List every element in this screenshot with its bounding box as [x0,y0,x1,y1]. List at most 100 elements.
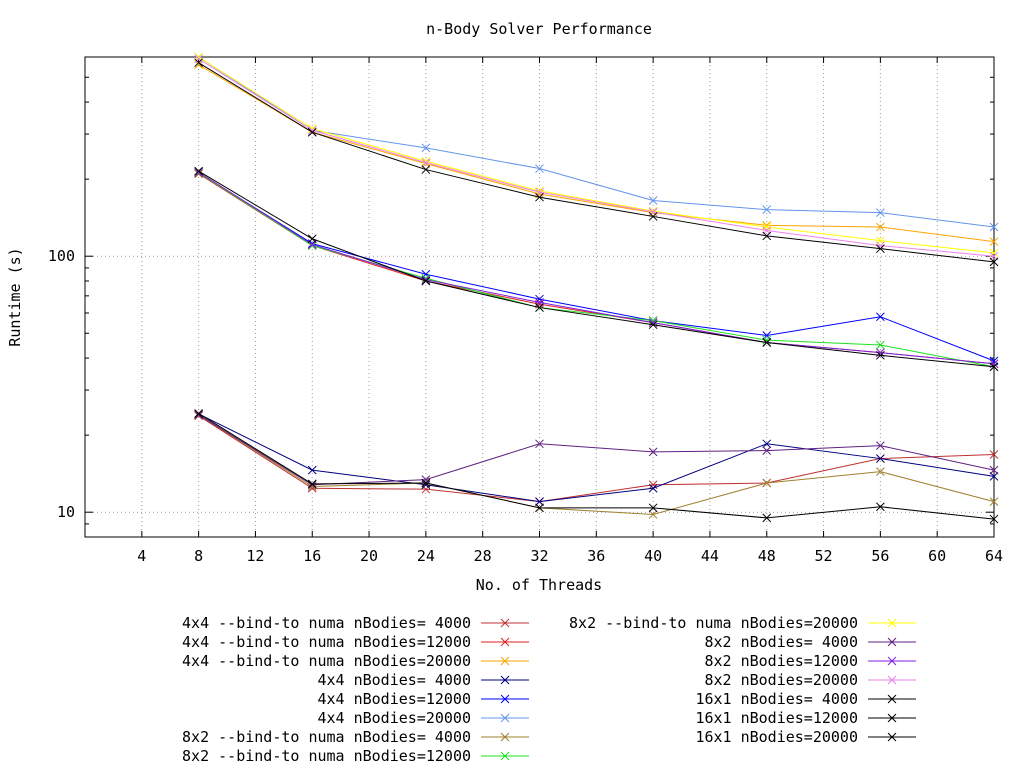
marker-stroke [500,656,510,666]
marker-stroke [876,222,885,232]
legend-marker [887,656,897,666]
data-point [876,222,885,232]
marker-stroke [648,503,658,513]
data-point [648,447,658,457]
marker-stroke [989,362,999,372]
marker-stroke [535,186,544,196]
data-point [762,205,772,215]
data-point [989,257,999,267]
data-point [648,207,658,217]
data-point [421,276,431,286]
data-point [535,497,544,506]
marker-stroke [194,169,203,179]
legend-marker [500,675,510,685]
x-axis-label: No. of Threads [476,576,602,594]
series-2 [194,169,999,369]
data-point [989,497,999,506]
legend-marker [500,713,510,723]
marker-stroke [194,409,203,418]
data-point [535,186,544,196]
data-point [535,192,544,202]
legend-item: 16x1 nBodies=20000 [695,728,916,746]
data-point [421,478,431,488]
marker-stroke [500,637,510,647]
data-point [648,196,658,205]
marker-stroke [648,196,658,205]
legend-label: 16x1 nBodies= 4000 [695,690,858,708]
legend-item: 4x4 nBodies=12000 [317,690,529,708]
x-tick-label: 32 [530,547,548,565]
data-point [535,303,544,312]
data-point [648,212,658,221]
data-point [307,234,317,244]
data-point [421,156,431,166]
y-tick-label: 100 [48,247,75,265]
legend-item: 16x1 nBodies=12000 [695,709,916,727]
marker-stroke [989,514,999,524]
x-tick-label: 56 [871,547,889,565]
marker-stroke [194,410,203,420]
data-point [194,409,203,418]
marker-stroke [762,439,772,449]
series-line [198,58,995,257]
marker-stroke [307,241,317,250]
x-tick-label: 60 [928,547,946,565]
legend-label: 8x2 --bind-to numa nBodies=12000 [182,747,471,765]
grid-layer [85,57,994,537]
series-layer [194,52,999,524]
x-tick-label: 64 [985,547,1003,565]
marker-stroke [989,465,999,475]
x-tick-label: 20 [360,547,378,565]
legend-marker [887,694,897,704]
marker-stroke [648,510,658,519]
marker-stroke [762,478,772,488]
marker-stroke [307,480,317,490]
data-point [307,479,317,489]
y-axis-label: Runtime (s) [6,247,24,346]
data-point [194,167,203,177]
marker-stroke [500,713,510,723]
marker-stroke [989,222,999,232]
data-point [194,169,203,179]
legend-item: 4x4 nBodies=20000 [317,709,529,727]
chart-title: n-Body Solver Performance [426,20,652,38]
legend-label: 4x4 nBodies=12000 [317,690,471,708]
marker-stroke [500,618,510,628]
data-point [421,275,431,284]
legend-marker [887,732,897,742]
x-tick-label: 40 [644,547,662,565]
marker-stroke [887,637,897,647]
series-5 [194,168,999,366]
legend-item: 8x2 nBodies= 4000 [704,633,916,651]
data-point [762,231,772,241]
marker-stroke [194,58,203,68]
x-tick-label: 4 [137,547,146,565]
series-12 [194,54,999,261]
series-line [198,172,995,362]
marker-stroke [307,126,317,135]
marker-stroke [648,212,658,221]
marker-stroke [421,275,431,284]
x-tick-label: 16 [303,547,321,565]
legend-label: 16x1 nBodies=12000 [695,709,858,727]
x-tick-label: 44 [701,547,719,565]
marker-stroke [648,480,658,490]
marker-stroke [421,143,431,153]
legend-item: 4x4 --bind-to numa nBodies=12000 [182,633,529,651]
marker-stroke [876,340,885,350]
marker-stroke [500,732,510,742]
data-point [989,450,999,459]
legend-label: 4x4 nBodies= 4000 [317,671,471,689]
marker-stroke [876,454,885,463]
data-point [989,237,999,246]
legend-marker [500,694,510,704]
data-point [648,510,658,519]
legend-marker [500,732,510,742]
marker-stroke [307,234,317,244]
series-line [198,415,995,503]
data-point [876,350,885,360]
marker-stroke [876,502,885,512]
